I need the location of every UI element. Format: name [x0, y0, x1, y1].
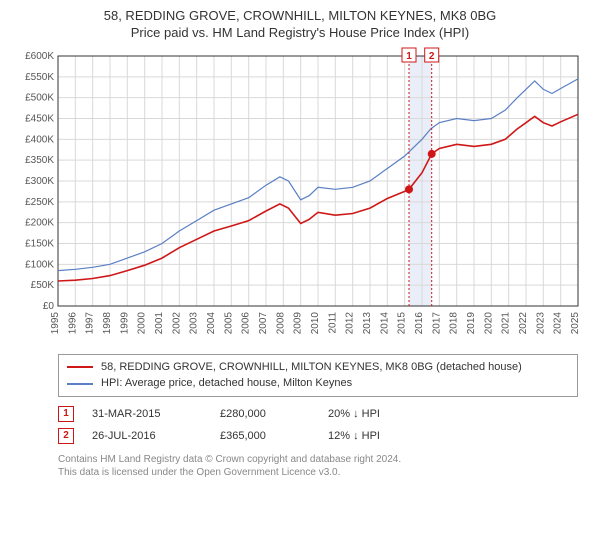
title-line-1: 58, REDDING GROVE, CROWNHILL, MILTON KEY…: [12, 8, 588, 25]
svg-text:£500K: £500K: [25, 92, 54, 103]
svg-text:£250K: £250K: [25, 197, 54, 208]
svg-text:2006: 2006: [241, 311, 252, 334]
svg-text:1996: 1996: [67, 311, 78, 334]
svg-text:2: 2: [429, 51, 435, 62]
svg-text:£0: £0: [43, 301, 55, 312]
svg-text:1995: 1995: [50, 311, 61, 334]
event-price: £280,000: [220, 408, 310, 420]
svg-text:2010: 2010: [310, 311, 321, 334]
svg-text:£150K: £150K: [25, 238, 54, 249]
legend-swatch: [67, 366, 93, 368]
svg-text:2007: 2007: [258, 311, 269, 334]
svg-text:£450K: £450K: [25, 113, 54, 124]
svg-text:2000: 2000: [137, 311, 148, 334]
event-date: 26-JUL-2016: [92, 430, 202, 442]
svg-text:2016: 2016: [414, 311, 425, 334]
svg-text:2005: 2005: [223, 311, 234, 334]
svg-text:2022: 2022: [518, 311, 529, 334]
event-marker: 2: [58, 428, 74, 444]
svg-text:£350K: £350K: [25, 155, 54, 166]
event-marker: 1: [58, 406, 74, 422]
footer-line-1: Contains HM Land Registry data © Crown c…: [58, 453, 578, 466]
svg-text:2002: 2002: [171, 311, 182, 334]
events-table: 1 31-MAR-2015 £280,000 20% ↓ HPI 2 26-JUL-201…: [58, 403, 578, 447]
svg-text:2003: 2003: [189, 311, 200, 334]
svg-text:2023: 2023: [535, 311, 546, 334]
event-pct: 20% ↓ HPI: [328, 408, 438, 420]
event-pct: 12% ↓ HPI: [328, 430, 438, 442]
event-price: £365,000: [220, 430, 310, 442]
svg-text:2018: 2018: [449, 311, 460, 334]
event-row: 1 31-MAR-2015 £280,000 20% ↓ HPI: [58, 403, 578, 425]
svg-text:£300K: £300K: [25, 176, 54, 187]
svg-text:£550K: £550K: [25, 72, 54, 83]
legend-label: 58, REDDING GROVE, CROWNHILL, MILTON KEY…: [101, 359, 522, 376]
svg-text:2004: 2004: [206, 311, 217, 334]
svg-text:1: 1: [406, 51, 412, 62]
footer-line-2: This data is licensed under the Open Gov…: [58, 466, 578, 479]
legend-label: HPI: Average price, detached house, Milt…: [101, 375, 352, 392]
svg-text:2019: 2019: [466, 311, 477, 334]
svg-text:2011: 2011: [327, 311, 338, 333]
chart: £0 £50K £100K £150K £200K £250K £300K £350K £400…: [12, 46, 588, 346]
title-line-2: Price paid vs. HM Land Registry's House …: [12, 25, 588, 42]
svg-text:2021: 2021: [501, 311, 512, 334]
svg-text:2009: 2009: [293, 311, 304, 334]
svg-text:2008: 2008: [275, 311, 286, 334]
svg-text:2012: 2012: [345, 311, 356, 334]
legend-row: HPI: Average price, detached house, Milt…: [67, 375, 569, 392]
chart-container: 58, REDDING GROVE, CROWNHILL, MILTON KEY…: [0, 0, 600, 487]
event-row: 2 26-JUL-2016 £365,000 12% ↓ HPI: [58, 425, 578, 447]
svg-text:£600K: £600K: [25, 51, 54, 62]
svg-text:2025: 2025: [570, 311, 581, 334]
svg-text:2015: 2015: [397, 311, 408, 334]
svg-text:2014: 2014: [379, 311, 390, 334]
svg-text:£50K: £50K: [31, 280, 55, 291]
svg-text:1999: 1999: [119, 311, 130, 334]
legend-swatch: [67, 383, 93, 385]
chart-svg: £0 £50K £100K £150K £200K £250K £300K £350K £400…: [12, 46, 588, 346]
legend-row: 58, REDDING GROVE, CROWNHILL, MILTON KEY…: [67, 359, 569, 376]
svg-text:2020: 2020: [483, 311, 494, 334]
svg-text:£200K: £200K: [25, 217, 54, 228]
legend: 58, REDDING GROVE, CROWNHILL, MILTON KEY…: [58, 354, 578, 397]
svg-text:2024: 2024: [553, 311, 564, 334]
svg-text:1998: 1998: [102, 311, 113, 334]
svg-text:2017: 2017: [431, 311, 442, 334]
event-date: 31-MAR-2015: [92, 408, 202, 420]
svg-text:2013: 2013: [362, 311, 373, 334]
svg-text:£100K: £100K: [25, 259, 54, 270]
footer-note: Contains HM Land Registry data © Crown c…: [58, 453, 578, 479]
svg-text:2001: 2001: [154, 311, 165, 334]
svg-text:£400K: £400K: [25, 134, 54, 145]
svg-text:1997: 1997: [85, 311, 96, 334]
